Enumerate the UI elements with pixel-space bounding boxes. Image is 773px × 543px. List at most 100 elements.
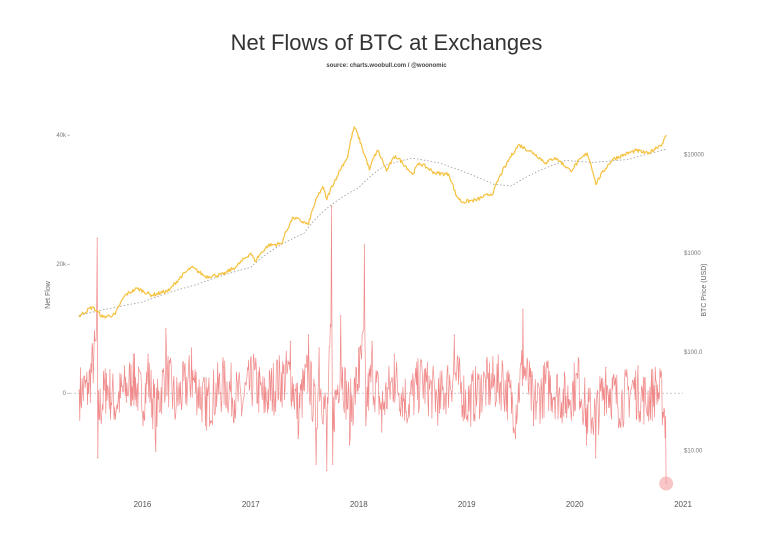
y-left-tick-label: 0 [63,391,67,397]
y-right-tick-label: $100.0 [684,350,703,356]
x-tick-label: 2017 [242,500,260,509]
price-point [124,294,127,296]
price-point [394,155,397,157]
price-point [321,186,324,188]
net-flow-point [655,379,657,381]
net-flow-point [522,308,524,310]
price-point [635,149,637,152]
chart-title: Net Flows of BTC at Exchanges [230,30,543,55]
net-flow-point [114,418,116,420]
net-flow-point [252,353,255,356]
net-flow-point [78,389,80,391]
net-flow-point [155,450,157,452]
net-flow-point [358,347,360,349]
price-point [292,216,295,219]
net-flow-point [96,237,98,239]
y-right-tick-label: $10000 [684,152,705,158]
net-flow-point [147,353,149,356]
y-left-tick-label: 20k [56,262,67,268]
price-point [368,169,371,171]
price-point [647,152,649,155]
price-point [612,158,614,160]
net-flow-point [326,470,328,472]
highlight-point [659,476,674,491]
y-right-axis-label: BTC Price (USD) [701,263,708,316]
price-point [455,194,457,196]
price-point [662,142,664,144]
price-point [150,294,153,296]
chart-subtitle: source: charts.woobull.com / @woonomic [326,63,447,69]
net-flow-point [585,444,588,446]
price-point [492,192,495,194]
net-flow-point [315,463,317,465]
price-point [78,315,80,317]
net-flow-point [381,431,383,433]
price-point [376,149,379,152]
y-left-tick-label: 40k [56,133,67,139]
net-flow-point [348,444,351,446]
net-flow-point [578,360,580,362]
price-point [385,170,388,172]
price-point [136,287,139,290]
net-flow-point [363,244,365,246]
net-flow-point [420,360,423,362]
price-point [586,152,588,154]
net-flow-point [514,437,517,439]
price-point [665,135,667,137]
price-point [434,172,436,174]
net-flow-point [105,373,107,375]
net-flow-point [483,373,485,375]
net-flow-point [605,366,607,369]
price-point [236,265,238,267]
price-point [518,144,520,146]
price-point [475,199,477,201]
series-line-net-flow [78,206,667,484]
series-line-btc-price [78,126,667,319]
net-flow-point [371,341,373,343]
net-flow-point [564,411,567,414]
net-flow-point [307,334,310,336]
net-flow-point [318,347,320,349]
net-flow-point [330,205,333,207]
price-point [353,126,356,128]
net-flow-point [297,437,299,439]
net-flow-point [406,418,409,420]
x-tick-label: 2019 [458,500,476,509]
price-point [336,175,338,178]
price-point [554,156,556,159]
price-point [545,162,547,164]
price-point [190,266,193,269]
net-flow-point [276,360,278,362]
net-flow-point [595,457,597,459]
net-flow-point [632,379,634,381]
price-point [532,152,535,154]
net-flow-point [453,334,455,336]
net-flow-point [240,415,243,417]
price-point [102,316,104,318]
x-tick-label: 2018 [350,500,368,509]
price-point [254,260,256,262]
x-tick-label: 2021 [674,500,692,509]
x-tick-label: 2016 [134,500,152,509]
price-point [307,223,310,226]
net-flow-point [174,418,176,420]
price-point [222,273,225,276]
net-flow-point [263,411,265,414]
net-flow-point [393,353,395,356]
net-flow-point [619,418,621,420]
net-flow-point [165,328,167,330]
net-flow-point [141,411,144,414]
net-flow-point [132,353,134,356]
price-point [91,306,93,308]
price-point [461,201,463,203]
net-flow-point [501,360,503,362]
price-point [569,170,572,172]
net-flow-point [190,347,193,349]
net-flow-point [204,424,207,427]
price-point [447,173,450,176]
series-line-moving-average [79,148,667,316]
net-flow-point [532,424,535,427]
y-right-tick-label: $10.00 [684,449,703,455]
net-flow-point [466,418,468,420]
